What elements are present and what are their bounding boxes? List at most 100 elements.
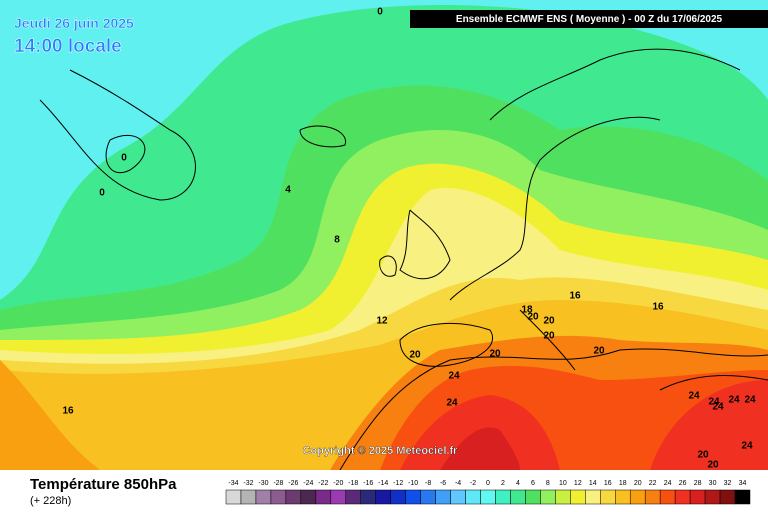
legend-label: -34 xyxy=(228,480,238,487)
legend-swatch xyxy=(240,489,257,505)
legend-swatch xyxy=(420,489,436,505)
legend-label: 10 xyxy=(559,480,567,487)
legend-label: -4 xyxy=(455,480,461,487)
local-time: 14:00 locale xyxy=(14,36,122,57)
legend-swatch xyxy=(390,489,406,505)
legend-label: 28 xyxy=(694,480,702,487)
contour-label: 20 xyxy=(593,346,605,357)
legend-label: -12 xyxy=(393,480,403,487)
contour-label: 0 xyxy=(99,188,105,199)
legend-swatch xyxy=(360,489,376,505)
legend-label: -16 xyxy=(363,480,373,487)
legend-label: 24 xyxy=(664,480,672,487)
contour-label: 8 xyxy=(334,235,340,246)
contour-label: 12 xyxy=(376,316,388,327)
legend-swatch xyxy=(644,489,661,505)
legend-label: 34 xyxy=(739,480,747,487)
legend-swatch xyxy=(270,489,287,505)
legend-label: 6 xyxy=(531,480,535,487)
legend-swatch xyxy=(659,489,676,505)
legend-swatch xyxy=(495,489,511,505)
legend-swatch xyxy=(525,489,541,505)
legend-swatch xyxy=(435,489,451,505)
legend-swatch xyxy=(555,489,571,505)
contour-label: 16 xyxy=(569,291,581,302)
legend-label: 30 xyxy=(709,480,717,487)
contour-label: 0 xyxy=(121,153,127,164)
copyright: Copyright © 2025 Meteociel.fr xyxy=(303,445,459,457)
contour-label: 20 xyxy=(707,460,719,471)
model-banner xyxy=(410,10,768,28)
contour-label: 20 xyxy=(527,312,539,323)
contour-label: 4 xyxy=(285,185,291,196)
lead-time: (+ 228h) xyxy=(30,495,71,507)
legend-label: -18 xyxy=(348,480,358,487)
legend-swatch xyxy=(405,489,421,505)
legend-label: -30 xyxy=(258,480,268,487)
legend-label: -20 xyxy=(333,480,343,487)
contour-label: 20 xyxy=(409,350,421,361)
legend-swatch xyxy=(689,489,706,505)
legend-label: 14 xyxy=(589,480,597,487)
legend-label: 16 xyxy=(604,480,612,487)
legend-label: 18 xyxy=(619,480,627,487)
legend-label: 0 xyxy=(486,480,490,487)
legend-swatch xyxy=(465,489,481,505)
legend-label: 26 xyxy=(679,480,687,487)
legend-label: -22 xyxy=(318,480,328,487)
legend-swatch xyxy=(615,489,631,505)
contour-label: 16 xyxy=(652,302,664,313)
legend-swatch xyxy=(585,489,601,505)
legend-label: 2 xyxy=(501,480,505,487)
legend-label: -28 xyxy=(273,480,283,487)
contour-label: 24 xyxy=(741,441,753,452)
contour-label: 24 xyxy=(708,397,720,408)
legend-swatch xyxy=(704,489,721,505)
legend-label: 4 xyxy=(516,480,520,487)
contour-label: 24 xyxy=(712,402,724,413)
date: Jeudi 26 juin 2025 xyxy=(14,15,134,31)
contour-label: 24 xyxy=(448,371,460,382)
model-info: Ensemble ECMWF ENS ( Moyenne ) - 00 Z du… xyxy=(456,14,723,25)
legend-label: -6 xyxy=(440,480,446,487)
legend-label: -14 xyxy=(378,480,388,487)
coastlines xyxy=(39,48,768,471)
legend-label: 32 xyxy=(724,480,732,487)
legend-label: -2 xyxy=(470,480,476,487)
legend-swatch xyxy=(450,489,466,505)
legend-label: 8 xyxy=(546,480,550,487)
legend-swatch xyxy=(600,489,616,505)
legend-swatch xyxy=(540,489,556,505)
legend-swatch xyxy=(300,489,317,505)
legend-swatch xyxy=(285,489,302,505)
contour-label: 24 xyxy=(728,395,740,406)
field-title: Température 850hPa xyxy=(30,476,177,493)
temperature-field xyxy=(0,0,768,471)
legend-swatch xyxy=(330,489,347,505)
legend-swatch xyxy=(734,489,751,505)
legend-label: 22 xyxy=(649,480,657,487)
legend-swatch xyxy=(345,489,361,505)
contour-label: 24 xyxy=(744,395,756,406)
contour-label: 24 xyxy=(446,398,458,409)
legend-swatch xyxy=(719,489,736,505)
legend-label: -10 xyxy=(408,480,418,487)
legend-label: -26 xyxy=(288,480,298,487)
contour-label: 24 xyxy=(688,391,700,402)
legend-label: -24 xyxy=(303,480,313,487)
legend-swatch xyxy=(510,489,526,505)
legend-label: 12 xyxy=(574,480,582,487)
legend-swatch xyxy=(315,489,332,505)
contour-label: 20 xyxy=(543,316,555,327)
legend-swatch xyxy=(674,489,691,505)
legend-swatch xyxy=(570,489,586,505)
contour-label: 20 xyxy=(489,349,501,360)
legend-label: 20 xyxy=(634,480,642,487)
legend-swatch xyxy=(255,489,272,505)
legend-swatch xyxy=(225,489,242,505)
contour-label: 0 xyxy=(377,7,383,18)
legend-swatch xyxy=(629,489,646,505)
contour-label: 20 xyxy=(543,331,555,342)
